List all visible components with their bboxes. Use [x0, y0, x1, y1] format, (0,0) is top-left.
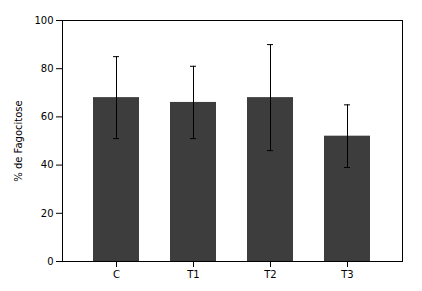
svg-text:% de Fagocitose: % de Fagocitose [13, 100, 24, 181]
svg-text:C: C [113, 269, 120, 280]
svg-text:60: 60 [41, 111, 54, 122]
svg-text:100: 100 [34, 15, 53, 26]
svg-text:T2: T2 [263, 269, 276, 280]
svg-text:20: 20 [41, 208, 54, 219]
svg-text:40: 40 [41, 159, 54, 170]
svg-text:0: 0 [47, 256, 53, 267]
svg-text:T1: T1 [186, 269, 199, 280]
svg-text:80: 80 [41, 63, 54, 74]
svg-text:T3: T3 [340, 269, 353, 280]
